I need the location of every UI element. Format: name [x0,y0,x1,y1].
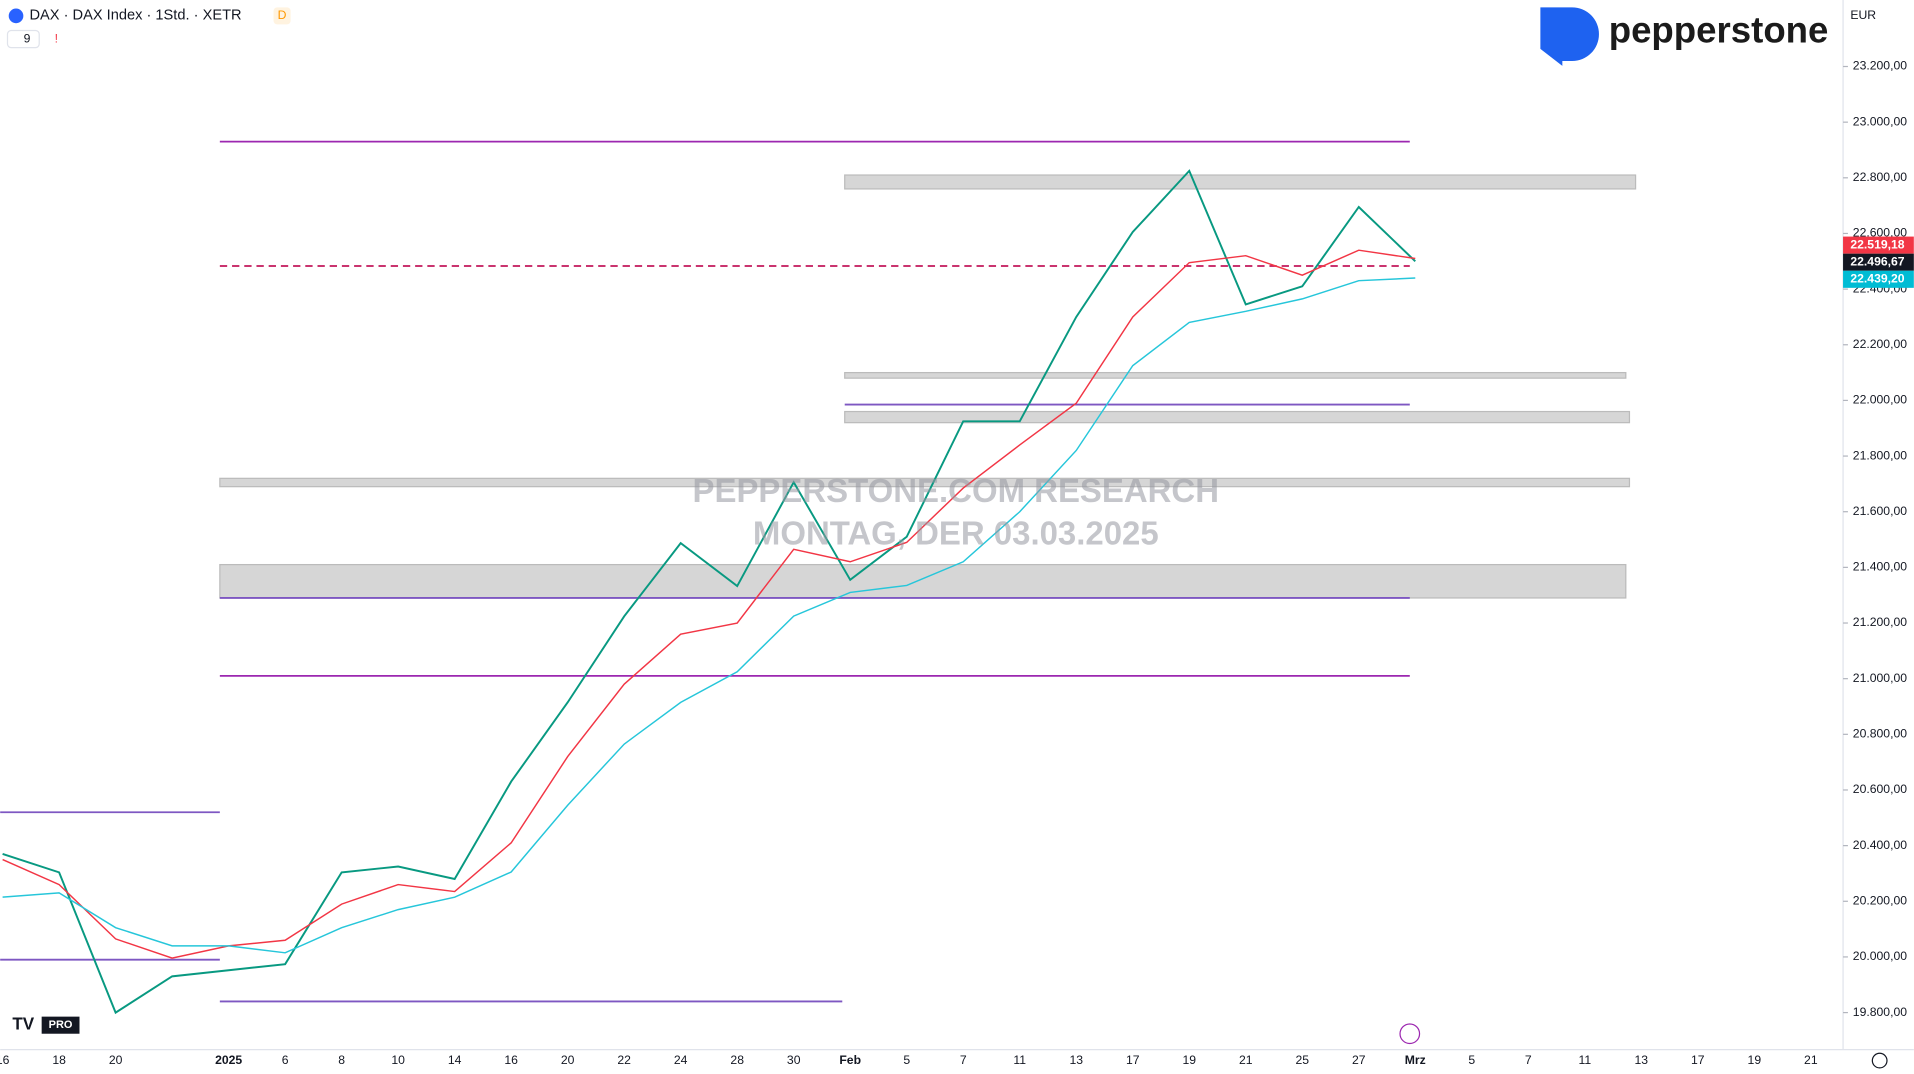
series-line [2,249,1416,959]
logo-text: pepperstone [1609,10,1829,51]
x-tick-label: 30 [787,1053,801,1067]
x-tick-label: 27 [1352,1053,1366,1067]
badge-bg [273,7,291,25]
y-tick-label: 21.000,00 [1853,671,1907,685]
x-tick-label: 17 [1126,1053,1140,1067]
x-tick-label: 2025 [215,1053,242,1067]
x-tick-label: 25 [1295,1053,1309,1067]
x-tick-label: 28 [730,1053,744,1067]
x-tick-label: 13 [1069,1053,1083,1067]
y-tick-label: 20.400,00 [1853,838,1907,852]
x-tick-label: 20 [109,1053,123,1067]
event-icon[interactable] [1399,1023,1421,1045]
tv-badge: PRO [49,1019,73,1031]
x-tick-label: 13 [1635,1053,1649,1067]
y-tick-label: 22.000,00 [1853,393,1907,407]
watermark: MONTAG, DER 03.03.2025 [753,514,1159,551]
x-tick-label: 17 [1691,1053,1705,1067]
zone [219,477,1631,488]
x-tick-label: 6 [282,1053,289,1067]
zone [219,563,1627,599]
y-tick-label: 21.600,00 [1853,504,1907,518]
price-label-bg [1843,253,1914,271]
symbol-icon [8,8,24,24]
zone [844,371,1627,379]
x-tick-label: 16 [504,1053,518,1067]
y-tick-label: 20.000,00 [1853,949,1907,963]
y-tick-label: 21.200,00 [1853,615,1907,629]
tv-logo: TV [12,1015,34,1034]
price-label-bg [1843,270,1914,288]
x-tick-label: 7 [1525,1053,1532,1067]
settings-icon[interactable] [1871,1052,1888,1069]
zone [844,174,1637,190]
x-tick-label: 19 [1748,1053,1762,1067]
zone [844,410,1631,424]
x-tick-label: 21 [1239,1053,1253,1067]
x-tick-label: 11 [1013,1053,1026,1067]
y-tick-label: 23.000,00 [1853,114,1907,128]
y-tick-label: 22.200,00 [1853,337,1907,351]
y-tick-label: 20.800,00 [1853,727,1907,741]
x-tick-label: 14 [448,1053,462,1067]
x-tick-label: 19 [1182,1053,1196,1067]
x-tick-label: 24 [674,1053,688,1067]
x-tick-label: 7 [960,1053,967,1067]
alert-icon: ! [55,31,58,45]
x-tick-label: 22 [617,1053,631,1067]
price-label-bg [1843,236,1914,254]
x-tick-label: 18 [52,1053,66,1067]
x-tick-label: 8 [338,1053,345,1067]
x-tick-label: 5 [903,1053,910,1067]
price-label: 22.439,20 [1850,272,1904,286]
y-tick-label: 22.800,00 [1853,170,1907,184]
x-tick-label: 5 [1468,1053,1475,1067]
x-tick-label: Feb [839,1053,861,1067]
tv-badge-bg [41,1016,80,1034]
y-tick-label: 19.800,00 [1853,1005,1907,1019]
watermark: PEPPERSTONE.COM RESEARCH [693,472,1220,509]
y-tick-label: 20.200,00 [1853,893,1907,907]
y-tick-label: 23.200,00 [1853,59,1907,73]
indicator-count[interactable]: 9 [24,31,31,45]
currency[interactable]: EUR [1850,8,1876,22]
y-tick-label: 21.400,00 [1853,560,1907,574]
y-tick-label: 20.600,00 [1853,782,1907,796]
x-tick-label: 11 [1578,1053,1591,1067]
x-tick-label: 20 [561,1053,575,1067]
y-tick-label: 22.600,00 [1853,226,1907,240]
price-label: 22.496,67 [1850,254,1904,268]
plot [0,140,1637,1015]
x-tick-label: Mrz [1405,1053,1426,1067]
x-tick-label: 10 [391,1053,405,1067]
x-tick-label: 16 [0,1053,10,1067]
series-line [2,169,1416,1015]
x-tick-label: 21 [1804,1053,1818,1067]
indicators-box[interactable] [6,29,40,49]
logo-mark [1540,7,1599,66]
price-label: 22.519,18 [1850,237,1904,251]
badge[interactable]: D [278,8,287,22]
symbol-title: DAX · DAX Index · 1Std. · XETR [29,8,241,24]
series-line [2,277,1416,954]
y-tick-label: 21.800,00 [1853,448,1907,462]
